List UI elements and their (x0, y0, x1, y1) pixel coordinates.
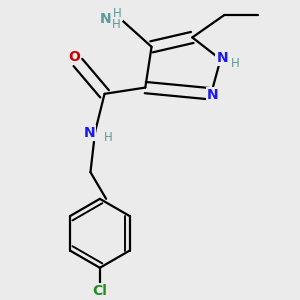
Text: H: H (231, 57, 240, 70)
Text: N: N (207, 88, 218, 102)
Text: H: H (112, 18, 121, 31)
Text: N: N (99, 12, 111, 26)
Text: H: H (113, 8, 122, 20)
Text: O: O (68, 50, 80, 64)
Text: N: N (216, 51, 228, 65)
Text: H: H (104, 130, 113, 144)
Text: N: N (84, 126, 95, 140)
Text: Cl: Cl (92, 284, 107, 298)
